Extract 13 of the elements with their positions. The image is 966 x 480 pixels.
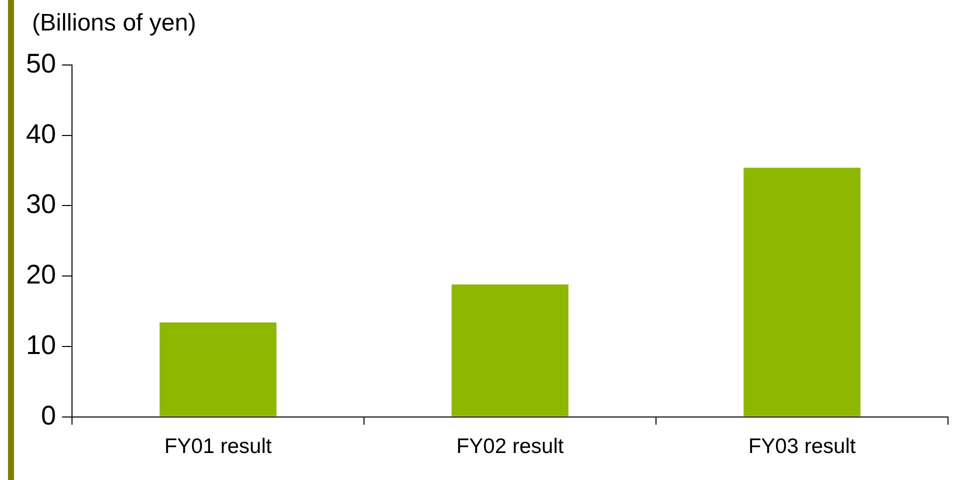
y-tick-label: 0	[41, 400, 56, 430]
y-tick-label: 10	[26, 330, 56, 360]
bar	[744, 168, 860, 416]
y-tick-label: 20	[26, 260, 56, 290]
bar	[160, 322, 276, 416]
x-tick-label: FY03 result	[748, 435, 856, 458]
y-tick-label: 40	[26, 118, 56, 149]
x-tick-label: FY02 result	[456, 435, 564, 458]
y-tick-label: 50	[26, 48, 56, 78]
bar	[452, 284, 568, 416]
y-tick-label: 30	[26, 189, 56, 220]
y-axis-title: (Billions of yen)	[32, 10, 196, 37]
x-tick-label: FY01 result	[164, 435, 272, 458]
